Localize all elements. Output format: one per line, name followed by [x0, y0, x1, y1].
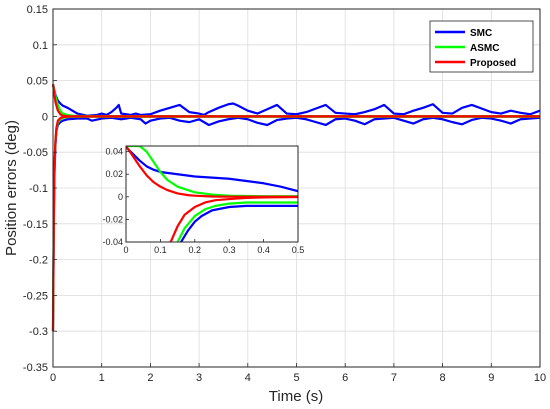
x-tick-label: 5: [293, 372, 299, 384]
y-tick-label: 0: [42, 111, 48, 123]
legend: SMC ASMC Proposed: [429, 20, 534, 73]
inset-plot: 0 0.1 0.2 0.3 0.4 0.5 0.04 0.02 0 -0.02 -0.04: [102, 145, 304, 255]
inset-x-tick-label: 0.4: [257, 245, 270, 255]
x-tick-label: 3: [196, 372, 202, 384]
inset-y-tick-label: 0.02: [105, 169, 123, 179]
inset-line-proposed-lower: [169, 195, 298, 242]
main-series: [51, 83, 541, 332]
inset-x-tick-labels: 0 0.1 0.2 0.3 0.4 0.5: [123, 239, 304, 255]
inset-y-tick-label: -0.04: [102, 237, 123, 247]
inset-y-tick-label: 0: [118, 192, 123, 202]
x-tick-label: 1: [99, 372, 105, 384]
x-tick-label: 4: [245, 372, 251, 384]
x-tick-label: 7: [391, 372, 397, 384]
inset-frame: [125, 145, 299, 243]
x-tick-label: 9: [488, 372, 494, 384]
x-tick-label: 2: [147, 372, 153, 384]
y-tick-label: -0.2: [29, 255, 48, 267]
series-line-proposed-lower: [51, 115, 540, 332]
legend-label-proposed: Proposed: [470, 58, 516, 69]
series-line-smc-lower: [51, 116, 541, 332]
inset-x-tick-label: 0.2: [189, 245, 202, 255]
inset-line-proposed-upper: [126, 146, 298, 198]
x-tick-label: 6: [342, 372, 348, 384]
inset-line-asmc-lower: [176, 201, 298, 242]
inset-y-tick-label: 0.04: [105, 147, 123, 157]
inset-x-tick-label: 0: [123, 245, 128, 255]
inset-y-tick-label: -0.02: [102, 214, 123, 224]
legend-label-asmc: ASMC: [470, 43, 499, 54]
inset-x-tick-label: 0.1: [154, 245, 167, 255]
y-tick-label: -0.05: [23, 147, 48, 159]
series-line-smc-upper: [51, 83, 541, 117]
x-tick-label: 8: [440, 372, 446, 384]
x-tick-labels: 0 1 2 3 4 5 6 7 8 9 10: [50, 363, 546, 384]
inset-series: [126, 146, 298, 242]
y-tick-label: 0.15: [27, 4, 48, 16]
y-axis-label: Position errors (deg): [3, 120, 20, 256]
y-tick-label: 0.1: [33, 40, 48, 52]
y-tick-labels: 0.15 0.1 0.05 0 -0.05 -0.1 -0.15 -0.2 -0.25 -0.3 -…: [23, 4, 57, 374]
inset-x-tick-label: 0.3: [223, 245, 236, 255]
inset-x-tick-label: 0.5: [292, 245, 305, 255]
inset-y-tick-labels: 0.04 0.02 0 -0.02 -0.04: [102, 147, 129, 247]
inset-line-smc-upper: [126, 146, 298, 193]
y-tick-label: -0.1: [29, 183, 48, 195]
y-tick-label: -0.25: [23, 290, 48, 302]
y-tick-label: -0.15: [23, 219, 48, 231]
x-axis-label: Time (s): [269, 388, 323, 405]
x-tick-label: 0: [50, 372, 56, 384]
y-tick-label: -0.3: [29, 326, 48, 338]
y-tick-label: -0.35: [23, 362, 48, 374]
x-tick-label: 10: [534, 372, 546, 384]
y-tick-label: 0.05: [27, 76, 48, 88]
legend-label-smc: SMC: [470, 28, 492, 39]
inset-line-smc-lower: [180, 204, 298, 242]
